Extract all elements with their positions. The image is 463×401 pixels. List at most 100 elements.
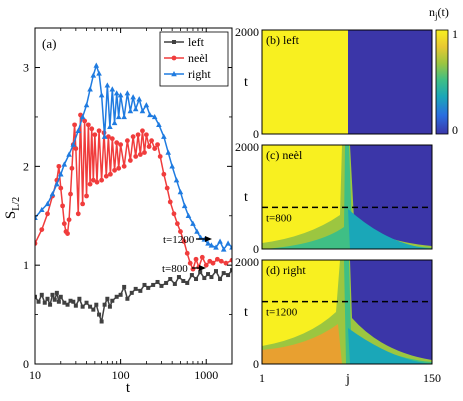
heatmap-frame — [261, 144, 433, 250]
data-point — [58, 185, 64, 191]
data-point — [177, 189, 184, 195]
annotation-t1200: t=1200 — [163, 234, 212, 246]
data-point — [70, 141, 77, 147]
data-point — [96, 128, 102, 134]
data-point — [194, 277, 199, 282]
annotation-t800-arrowhead — [199, 265, 206, 271]
panel-a-ylabel: SL/2 — [3, 197, 22, 219]
data-point — [142, 282, 147, 287]
data-point — [149, 138, 154, 144]
annotation-t800-text: t=800 — [162, 263, 188, 275]
data-point — [164, 280, 169, 285]
heatmap-orange-region — [262, 324, 342, 364]
data-point — [181, 202, 188, 209]
data-point — [161, 133, 167, 139]
data-point — [66, 151, 72, 157]
heatmap-panel-2: t=800 (c) neèl 2000 0 t — [235, 140, 433, 256]
data-point — [61, 161, 68, 167]
heatmap-xtick-left: 1 — [259, 371, 265, 385]
colorbar-gradient — [435, 29, 449, 135]
data-point — [157, 154, 163, 159]
data-point — [109, 86, 116, 92]
panel-a-series — [35, 62, 232, 324]
data-point — [155, 142, 160, 148]
data-point — [214, 256, 220, 262]
data-point — [56, 163, 62, 169]
data-point — [82, 118, 88, 124]
data-point — [152, 146, 158, 151]
data-point — [36, 299, 41, 304]
data-point — [117, 92, 124, 98]
data-point — [116, 165, 122, 171]
x-tick-label: 10 — [29, 368, 41, 382]
data-point — [122, 284, 127, 289]
data-point — [209, 275, 214, 280]
data-point — [114, 140, 120, 146]
heatmap-ylabel: t — [244, 75, 248, 90]
heatmap-xlabel: j — [345, 372, 350, 387]
data-point — [58, 294, 63, 299]
data-point — [94, 302, 99, 307]
data-point — [118, 142, 124, 148]
data-point — [93, 62, 100, 68]
data-point — [49, 191, 56, 197]
data-point — [225, 240, 231, 246]
data-point — [107, 304, 112, 309]
data-point — [168, 277, 173, 282]
data-point — [205, 240, 211, 246]
data-point — [173, 177, 180, 183]
data-point — [113, 90, 120, 96]
data-point — [130, 94, 136, 100]
data-point — [199, 254, 205, 260]
data-point — [190, 220, 196, 226]
legend-label: right — [188, 67, 211, 81]
data-point — [164, 185, 170, 191]
data-point — [124, 90, 131, 96]
legend-marker — [171, 71, 177, 77]
colorbar-label: nj(t) — [429, 5, 449, 21]
heatmap-spread-tail — [348, 209, 432, 249]
time-marker-label: t=800 — [266, 212, 292, 224]
data-point — [193, 256, 199, 262]
data-point — [102, 302, 107, 307]
data-point — [45, 296, 50, 301]
data-point — [54, 181, 60, 187]
svg-text:SL/2: SL/2 — [3, 197, 22, 219]
data-point — [69, 165, 75, 171]
data-point — [85, 122, 91, 128]
data-point — [77, 296, 82, 301]
heatmap-spread-tail — [348, 328, 432, 364]
data-point — [210, 260, 216, 266]
data-point — [84, 300, 89, 305]
data-point — [50, 292, 55, 297]
data-point — [87, 86, 93, 92]
data-point — [221, 271, 226, 276]
data-point — [146, 285, 151, 290]
data-point — [202, 276, 207, 281]
data-point — [45, 211, 50, 217]
data-point — [101, 133, 108, 139]
heatmap-ytick-bottom: 0 — [253, 357, 259, 371]
data-point — [42, 300, 47, 305]
heatmap-panel-1: (b) left 2000 0 t — [235, 25, 433, 141]
data-point — [91, 307, 96, 312]
data-point — [146, 144, 152, 149]
data-point — [137, 152, 143, 157]
data-point — [57, 171, 64, 177]
data-point — [203, 262, 209, 268]
data-point — [187, 260, 193, 266]
panel-a-ylabel-sub: L/2 — [11, 197, 22, 211]
data-point — [65, 302, 70, 307]
data-point — [226, 273, 231, 278]
data-point — [111, 119, 118, 126]
data-point — [172, 281, 177, 286]
data-point — [99, 319, 104, 324]
heatmap-xtick-right: 150 — [423, 371, 441, 385]
colorbar-max: 1 — [452, 27, 458, 41]
x-tick-label: 100 — [112, 368, 130, 382]
panel-a: 10 100 1000 0 1 2 3 (a) left neèl right t=1200 t… — [3, 27, 233, 396]
legend-box — [159, 31, 229, 87]
data-point — [143, 132, 149, 138]
y-tick-label: 2 — [23, 159, 29, 173]
